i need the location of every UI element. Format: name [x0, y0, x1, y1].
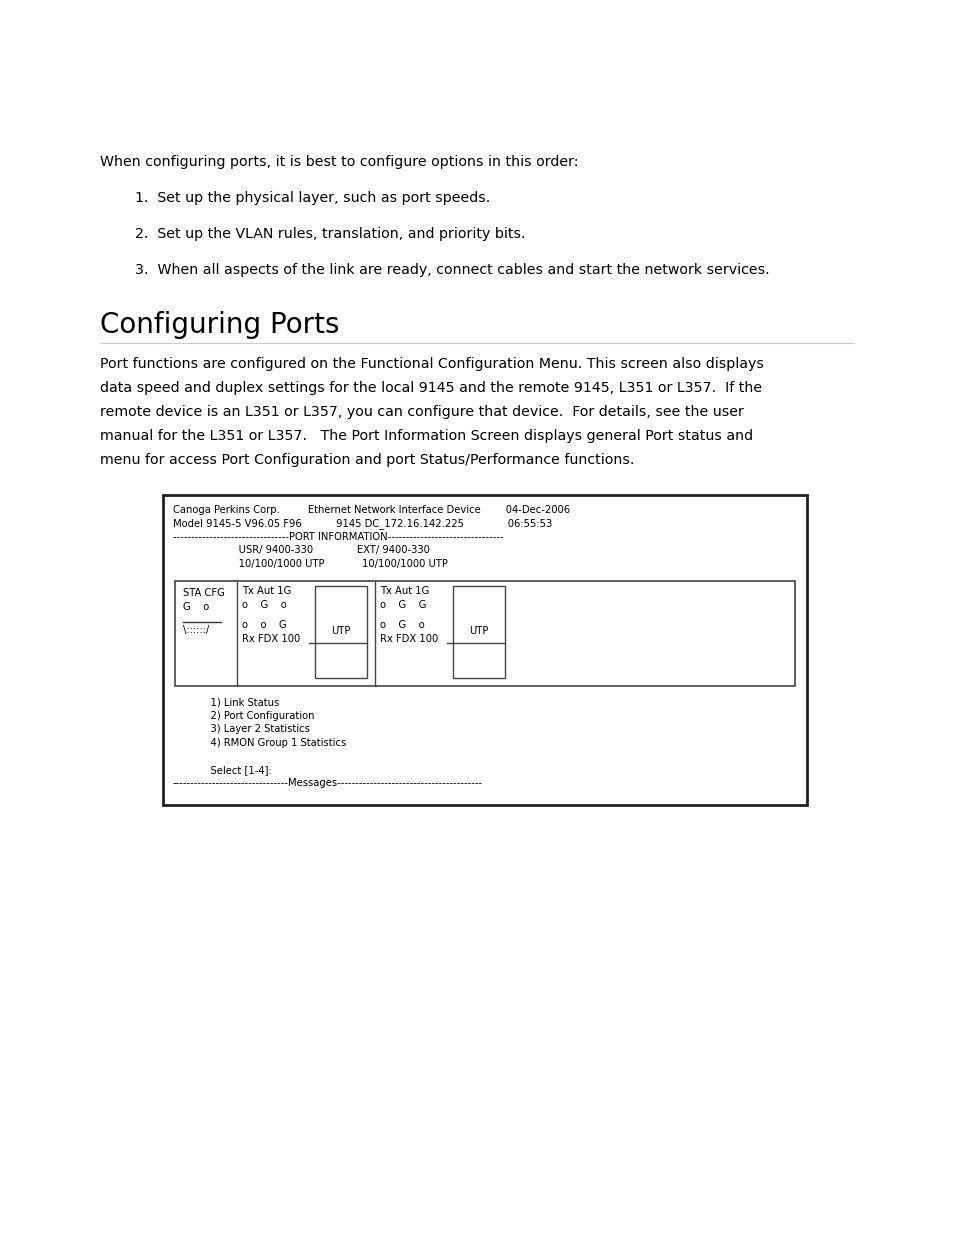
Text: 4) RMON Group 1 Statistics: 4) RMON Group 1 Statistics — [172, 739, 346, 748]
Text: menu for access Port Configuration and port Status/Performance functions.: menu for access Port Configuration and p… — [100, 453, 634, 467]
Text: 2) Port Configuration: 2) Port Configuration — [172, 711, 314, 721]
Text: Tx Aut 1G: Tx Aut 1G — [242, 587, 291, 597]
Text: UTP: UTP — [469, 626, 488, 636]
Text: Select [1-4]:: Select [1-4]: — [172, 764, 272, 776]
Text: 10/100/1000 UTP            10/100/1000 UTP: 10/100/1000 UTP 10/100/1000 UTP — [172, 559, 447, 569]
Text: o    o    G: o o G — [242, 620, 287, 630]
Text: --------------------------------PORT INFORMATION--------------------------------: --------------------------------PORT INF… — [172, 532, 503, 542]
Text: Canoga Perkins Corp.         Ethernet Network Interface Device        04-Dec-200: Canoga Perkins Corp. Ethernet Network In… — [172, 505, 570, 515]
Text: When configuring ports, it is best to configure options in this order:: When configuring ports, it is best to co… — [100, 156, 578, 169]
Text: STA CFG: STA CFG — [183, 589, 225, 599]
Text: USR/ 9400-330              EXT/ 9400-330: USR/ 9400-330 EXT/ 9400-330 — [172, 546, 430, 556]
Text: Rx FDX 100: Rx FDX 100 — [242, 634, 300, 643]
Text: remote device is an L351 or L357, you can configure that device.  For details, s: remote device is an L351 or L357, you ca… — [100, 405, 743, 419]
Text: Configuring Ports: Configuring Ports — [100, 311, 339, 338]
Text: G    o: G o — [183, 601, 209, 613]
Text: o    G    o: o G o — [379, 620, 424, 630]
Text: o    G    o: o G o — [242, 600, 287, 610]
Bar — [163, 495, 806, 805]
Text: Model 9145-5 V96.05 F96           9145 DC_172.16.142.225              06:55:53: Model 9145-5 V96.05 F96 9145 DC_172.16.1… — [172, 519, 552, 530]
Text: Port functions are configured on the Functional Configuration Menu. This screen : Port functions are configured on the Fun… — [100, 357, 763, 370]
Text: --------------------------------Messages----------------------------------------: --------------------------------Messages… — [172, 778, 482, 788]
Bar — [314, 585, 367, 678]
Text: 2.  Set up the VLAN rules, translation, and priority bits.: 2. Set up the VLAN rules, translation, a… — [135, 227, 525, 241]
Text: 3.  When all aspects of the link are ready, connect cables and start the network: 3. When all aspects of the link are read… — [135, 263, 769, 277]
Bar — [453, 585, 504, 678]
Text: o    G    G: o G G — [379, 600, 426, 610]
Text: Tx Aut 1G: Tx Aut 1G — [379, 587, 429, 597]
Text: Rx FDX 100: Rx FDX 100 — [379, 634, 437, 643]
Text: UTP: UTP — [331, 626, 351, 636]
Text: manual for the L351 or L357.   The Port Information Screen displays general Port: manual for the L351 or L357. The Port In… — [100, 429, 752, 443]
Text: \::::::/: \::::::/ — [183, 625, 209, 635]
Text: 3) Layer 2 Statistics: 3) Layer 2 Statistics — [172, 725, 310, 735]
Bar — [174, 580, 794, 685]
Text: 1) Link Status: 1) Link Status — [172, 698, 279, 708]
Text: 1.  Set up the physical layer, such as port speeds.: 1. Set up the physical layer, such as po… — [135, 191, 490, 205]
Text: data speed and duplex settings for the local 9145 and the remote 9145, L351 or L: data speed and duplex settings for the l… — [100, 382, 761, 395]
